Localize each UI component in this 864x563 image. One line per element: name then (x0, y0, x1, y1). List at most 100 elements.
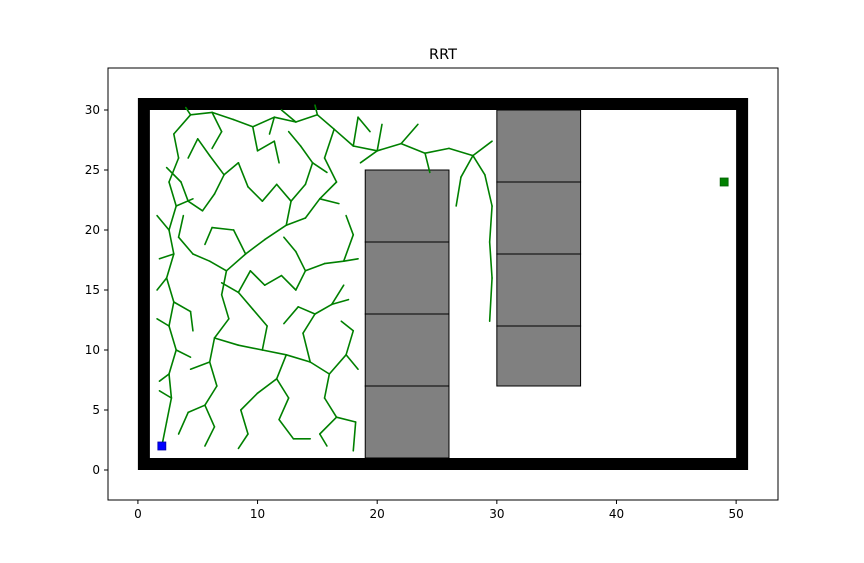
tree-edge (295, 114, 319, 123)
tree-edge (165, 397, 173, 423)
obstacle-7 (496, 181, 582, 255)
tree-edge (304, 262, 326, 272)
tree-edge (165, 277, 175, 303)
tree-edge (273, 140, 280, 164)
tree-edge (211, 226, 235, 231)
tree-edge (488, 241, 493, 279)
tree-edge (189, 310, 194, 332)
rrt-tree (156, 104, 493, 452)
tree-edge (488, 277, 493, 323)
tree-edge (273, 116, 297, 123)
obstacle-1 (364, 385, 450, 459)
tree-edge (189, 361, 211, 371)
tree-edge (175, 198, 194, 207)
tree-edge (318, 416, 338, 435)
tree-edge (261, 325, 268, 351)
tree-edge (285, 217, 307, 226)
y-tick-label: 0 (92, 463, 100, 477)
tree-edge (311, 162, 328, 174)
tree-edge (283, 305, 300, 325)
tree-edge (287, 130, 302, 147)
x-tick-label: 20 (370, 507, 385, 521)
tree-edge (299, 145, 314, 164)
tree-edge (314, 303, 333, 315)
tree-edge (156, 214, 170, 231)
tree-edge (225, 253, 247, 272)
tree-edge (240, 409, 249, 435)
tree-edge (213, 317, 230, 339)
tree-edge (318, 181, 338, 200)
tree-edge (165, 253, 175, 279)
tree-edge (237, 433, 249, 450)
tree-edge (211, 130, 223, 150)
tree-edge (251, 126, 259, 152)
tree-edge (316, 114, 335, 130)
tree-edge (189, 111, 213, 116)
tree-edge (204, 385, 218, 407)
tree-edge (211, 111, 223, 133)
tree-edge (323, 260, 345, 265)
tree-edge (448, 147, 474, 157)
tree-edge (237, 269, 252, 294)
tree-edge (352, 116, 359, 147)
x-axis: 0 10 20 30 40 50 (134, 500, 744, 521)
obstacle-2 (364, 313, 450, 387)
obstacle-5 (496, 325, 582, 387)
x-tick-label: 10 (250, 507, 265, 521)
x-tick-label: 30 (489, 507, 504, 521)
tree-edge (208, 361, 218, 387)
x-tick-label: 0 (134, 507, 142, 521)
tree-edge (297, 305, 316, 315)
tree-edge (323, 128, 335, 159)
tree-edge (177, 411, 189, 435)
tree-edge (177, 214, 185, 238)
tree-edge (376, 123, 383, 152)
obstacle-6 (496, 253, 582, 327)
tree-edge (244, 238, 266, 255)
tree-edge (220, 293, 230, 320)
tree-edge (318, 198, 340, 205)
tree-edge (223, 162, 240, 176)
tree-edge (460, 154, 474, 178)
tree-edge (340, 320, 355, 332)
tree-edge (204, 425, 216, 447)
tree-edge (400, 142, 426, 154)
tree-edge (251, 116, 276, 128)
tree-edge (268, 116, 276, 135)
tree-edge (263, 224, 288, 241)
tree-edge (290, 183, 307, 202)
tree-edge (168, 181, 177, 207)
tree-edge (177, 236, 194, 255)
tree-edge (285, 353, 311, 363)
tree-edge (323, 373, 331, 399)
tree-edge (168, 373, 173, 399)
tree-edge (213, 174, 225, 195)
tree-edge (275, 353, 288, 380)
tree-edge (232, 118, 254, 128)
tree-edge (208, 154, 225, 176)
tree-edge (173, 133, 180, 159)
tree-edge (237, 344, 264, 351)
tree-edge (261, 349, 288, 356)
tree-edge (261, 183, 278, 202)
tree-edge (237, 291, 254, 311)
tree-edge (187, 138, 199, 159)
tree-edge (168, 301, 175, 327)
tree-edge (184, 106, 192, 116)
tree-edge (175, 349, 192, 359)
obstacle-8 (496, 109, 582, 183)
tree-edge (208, 260, 228, 272)
tree-edge (424, 152, 431, 174)
tree-edge (283, 236, 297, 253)
tree-edge (168, 205, 177, 231)
tree-edge (278, 397, 290, 421)
tree-edge (256, 140, 276, 152)
x-tick-label: 40 (609, 507, 624, 521)
tree-edge (220, 269, 228, 296)
tree-edge (309, 361, 331, 375)
y-tick-label: 10 (85, 343, 100, 357)
tree-edge (196, 138, 211, 157)
tree-edge (302, 313, 316, 335)
tree-edge (256, 377, 278, 395)
